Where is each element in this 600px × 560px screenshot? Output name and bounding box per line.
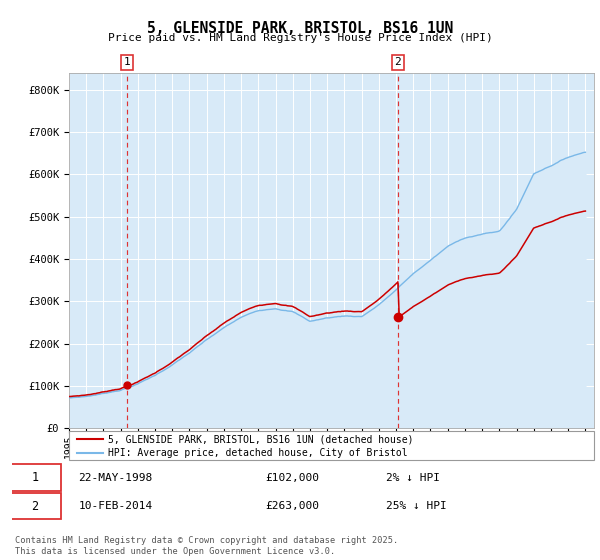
Text: 25% ↓ HPI: 25% ↓ HPI [386, 501, 447, 511]
Text: 22-MAY-1998: 22-MAY-1998 [78, 473, 152, 483]
Text: 1: 1 [124, 58, 131, 67]
Text: 1: 1 [31, 471, 38, 484]
Text: Contains HM Land Registry data © Crown copyright and database right 2025.
This d: Contains HM Land Registry data © Crown c… [15, 536, 398, 556]
Text: 5, GLENSIDE PARK, BRISTOL, BS16 1UN: 5, GLENSIDE PARK, BRISTOL, BS16 1UN [147, 21, 453, 36]
Text: 10-FEB-2014: 10-FEB-2014 [78, 501, 152, 511]
Text: HPI: Average price, detached house, City of Bristol: HPI: Average price, detached house, City… [109, 448, 408, 458]
Text: 2: 2 [395, 58, 401, 67]
Text: £263,000: £263,000 [265, 501, 319, 511]
Text: 5, GLENSIDE PARK, BRISTOL, BS16 1UN (detached house): 5, GLENSIDE PARK, BRISTOL, BS16 1UN (det… [109, 435, 414, 444]
Text: Price paid vs. HM Land Registry's House Price Index (HPI): Price paid vs. HM Land Registry's House … [107, 33, 493, 43]
FancyBboxPatch shape [9, 464, 61, 491]
Text: £102,000: £102,000 [265, 473, 319, 483]
Text: 2: 2 [31, 500, 38, 512]
FancyBboxPatch shape [9, 493, 61, 519]
Text: 2% ↓ HPI: 2% ↓ HPI [386, 473, 440, 483]
